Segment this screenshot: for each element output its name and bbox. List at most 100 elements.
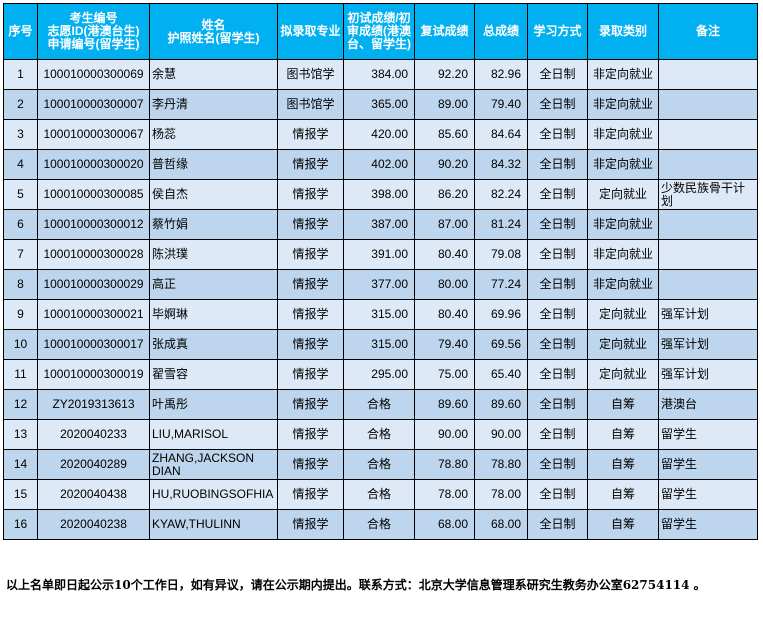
cell-study-mode: 全日制 bbox=[527, 119, 588, 150]
header-index: 序号 bbox=[3, 3, 38, 60]
table-row: 13 2020040233 LIU,MARISOL 情报学 合格 90.00 90.00 全日… bbox=[3, 419, 758, 450]
cell-retest-score: 86.20 bbox=[414, 179, 475, 210]
cell-name: LIU,MARISOL bbox=[149, 419, 278, 450]
cell-student-id: 2020040289 bbox=[37, 449, 150, 480]
cell-retest-score: 78.80 bbox=[414, 449, 475, 480]
table-row: 15 2020040438 HU,RUOBINGSOFHIA 情报学 合格 78.00 78… bbox=[3, 479, 758, 510]
cell-total-score: 78.00 bbox=[474, 479, 528, 510]
cell-name: 高正 bbox=[149, 269, 278, 300]
cell-total-score: 68.00 bbox=[474, 509, 528, 540]
cell-admission-type: 非定向就业 bbox=[587, 269, 659, 300]
cell-total-score: 79.40 bbox=[474, 89, 528, 120]
cell-study-mode: 全日制 bbox=[527, 419, 588, 450]
cell-prelim-score: 377.00 bbox=[343, 269, 415, 300]
cell-name: 张成真 bbox=[149, 329, 278, 360]
cell-study-mode: 全日制 bbox=[527, 389, 588, 420]
header-total-score: 总成绩 bbox=[474, 3, 528, 60]
cell-total-score: 81.24 bbox=[474, 209, 528, 240]
table-row: 6 100010000300012 蔡竹娟 情报学 387.00 87.00 81.24 全日… bbox=[3, 209, 758, 240]
table-row: 1 100010000300069 余慧 图书馆学 384.00 92.20 82.96 全日… bbox=[3, 59, 758, 90]
cell-prelim-score: 384.00 bbox=[343, 59, 415, 90]
cell-total-score: 78.80 bbox=[474, 449, 528, 480]
cell-major: 情报学 bbox=[277, 269, 344, 300]
cell-retest-score: 75.00 bbox=[414, 359, 475, 390]
cell-remark bbox=[658, 59, 758, 90]
cell-student-id: 2020040233 bbox=[37, 419, 150, 450]
cell-total-score: 69.56 bbox=[474, 329, 528, 360]
cell-admission-type: 非定向就业 bbox=[587, 209, 659, 240]
table-row: 4 100010000300020 普哲缘 情报学 402.00 90.20 84.32 全日… bbox=[3, 149, 758, 180]
cell-name: 余慧 bbox=[149, 59, 278, 90]
table-row: 5 100010000300085 侯自杰 情报学 398.00 86.20 82.24 全日… bbox=[3, 179, 758, 210]
cell-retest-score: 79.40 bbox=[414, 329, 475, 360]
cell-retest-score: 90.20 bbox=[414, 149, 475, 180]
cell-remark: 留学生 bbox=[658, 449, 758, 480]
cell-retest-score: 90.00 bbox=[414, 419, 475, 450]
cell-index: 8 bbox=[3, 269, 38, 300]
cell-name: 陈洪璞 bbox=[149, 239, 278, 270]
cell-index: 9 bbox=[3, 299, 38, 330]
header-admission-type: 录取类别 bbox=[587, 3, 659, 60]
table-row: 8 100010000300029 高正 情报学 377.00 80.00 77.24 全日制… bbox=[3, 269, 758, 300]
table-row: 12 ZY2019313613 叶禹彤 情报学 合格 89.60 89.60 全日制 自筹 港澳台 bbox=[3, 389, 758, 420]
cell-total-score: 84.32 bbox=[474, 149, 528, 180]
cell-remark: 强军计划 bbox=[658, 329, 758, 360]
cell-name: 叶禹彤 bbox=[149, 389, 278, 420]
cell-admission-type: 非定向就业 bbox=[587, 89, 659, 120]
cell-name: HU,RUOBINGSOFHIA bbox=[149, 479, 278, 510]
cell-name: KYAW,THULINN bbox=[149, 509, 278, 540]
cell-remark: 留学生 bbox=[658, 509, 758, 540]
table-row: 2 100010000300007 李丹清 图书馆学 365.00 89.00 79.40 全… bbox=[3, 89, 758, 120]
cell-major: 情报学 bbox=[277, 449, 344, 480]
cell-major: 情报学 bbox=[277, 389, 344, 420]
header-major: 拟录取专业 bbox=[277, 3, 344, 60]
cell-study-mode: 全日制 bbox=[527, 209, 588, 240]
cell-retest-score: 80.00 bbox=[414, 269, 475, 300]
cell-admission-type: 自筹 bbox=[587, 389, 659, 420]
footer-note: 以上名单即日起公示10个工作日，如有异议，请在公示期内提出。联系方式：北京大学信… bbox=[6, 578, 706, 592]
cell-student-id: 100010000300012 bbox=[37, 209, 150, 240]
cell-major: 情报学 bbox=[277, 479, 344, 510]
cell-student-id: ZY2019313613 bbox=[37, 389, 150, 420]
cell-study-mode: 全日制 bbox=[527, 269, 588, 300]
cell-total-score: 77.24 bbox=[474, 269, 528, 300]
cell-retest-score: 78.00 bbox=[414, 479, 475, 510]
cell-name: 翟雪容 bbox=[149, 359, 278, 390]
cell-student-id: 100010000300020 bbox=[37, 149, 150, 180]
cell-name: 侯自杰 bbox=[149, 179, 278, 210]
table-row: 7 100010000300028 陈洪璞 情报学 391.00 80.40 79.08 全日… bbox=[3, 239, 758, 270]
cell-index: 13 bbox=[3, 419, 38, 450]
cell-index: 7 bbox=[3, 239, 38, 270]
cell-name: 杨蕊 bbox=[149, 119, 278, 150]
cell-student-id: 100010000300007 bbox=[37, 89, 150, 120]
cell-admission-type: 非定向就业 bbox=[587, 149, 659, 180]
header-name: 姓名 护照姓名(留学生) bbox=[149, 3, 278, 60]
cell-index: 3 bbox=[3, 119, 38, 150]
cell-prelim-score: 295.00 bbox=[343, 359, 415, 390]
cell-total-score: 79.08 bbox=[474, 239, 528, 270]
cell-admission-type: 自筹 bbox=[587, 449, 659, 480]
cell-prelim-score: 398.00 bbox=[343, 179, 415, 210]
cell-index: 14 bbox=[3, 449, 38, 480]
cell-prelim-score: 合格 bbox=[343, 389, 415, 420]
cell-admission-type: 自筹 bbox=[587, 419, 659, 450]
cell-remark bbox=[658, 149, 758, 180]
cell-remark: 强军计划 bbox=[658, 299, 758, 330]
cell-major: 情报学 bbox=[277, 509, 344, 540]
table-row: 9 100010000300021 毕婀琳 情报学 315.00 80.40 69.96 全日… bbox=[3, 299, 758, 330]
cell-major: 情报学 bbox=[277, 149, 344, 180]
cell-index: 1 bbox=[3, 59, 38, 90]
cell-index: 12 bbox=[3, 389, 38, 420]
cell-retest-score: 87.00 bbox=[414, 209, 475, 240]
cell-study-mode: 全日制 bbox=[527, 89, 588, 120]
cell-study-mode: 全日制 bbox=[527, 179, 588, 210]
cell-prelim-score: 365.00 bbox=[343, 89, 415, 120]
table-row: 3 100010000300067 杨蕊 情报学 420.00 85.60 84.64 全日制… bbox=[3, 119, 758, 150]
table-row: 11 100010000300019 翟雪容 情报学 295.00 75.00 65.40 全… bbox=[3, 359, 758, 390]
cell-admission-type: 非定向就业 bbox=[587, 119, 659, 150]
table-row: 16 2020040238 KYAW,THULINN 情报学 合格 68.00 68.00 全… bbox=[3, 509, 758, 540]
cell-admission-type: 非定向就业 bbox=[587, 239, 659, 270]
cell-student-id: 100010000300085 bbox=[37, 179, 150, 210]
cell-retest-score: 80.40 bbox=[414, 299, 475, 330]
cell-admission-type: 非定向就业 bbox=[587, 59, 659, 90]
